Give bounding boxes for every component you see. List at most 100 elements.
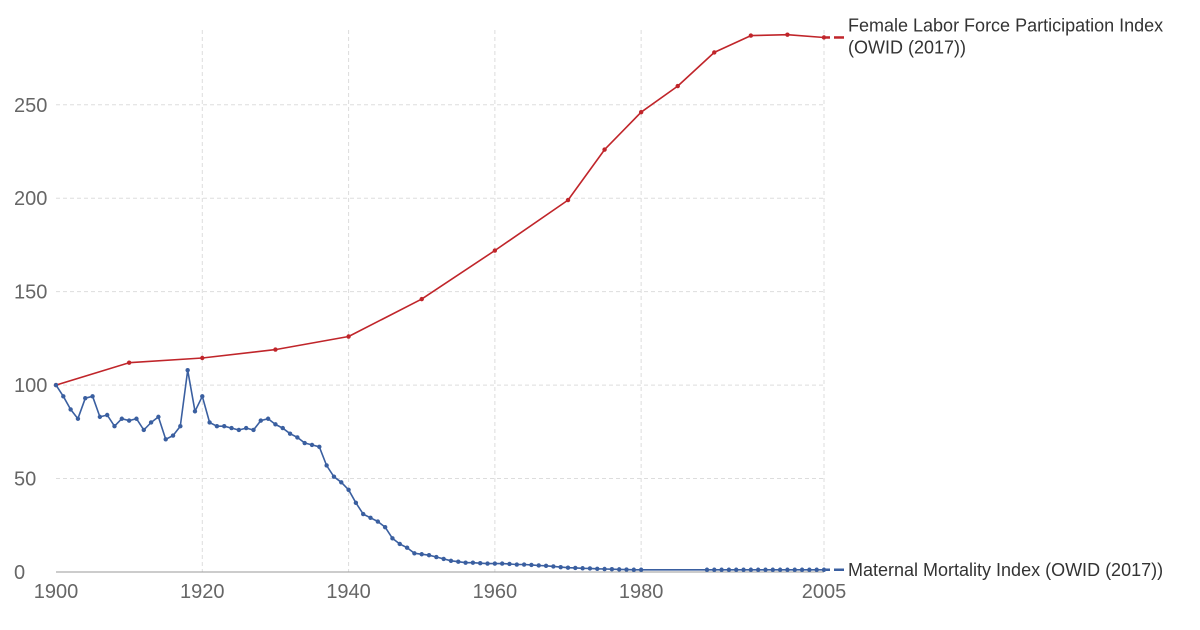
data-point: [397, 541, 402, 547]
data-point: [712, 567, 717, 572]
data-point: [821, 567, 827, 572]
data-point: [719, 567, 724, 572]
data-point: [222, 424, 227, 429]
data-point: [361, 511, 366, 517]
y-tick-label: 200: [14, 188, 47, 210]
data-point: [368, 515, 373, 520]
series-line: [55, 33, 825, 386]
series-line: [55, 369, 824, 571]
data-point: [748, 33, 754, 38]
data-point: [295, 435, 300, 440]
data-point: [273, 422, 278, 427]
data-point: [456, 559, 461, 564]
data-point: [726, 567, 732, 572]
data-point: [617, 567, 622, 572]
data-point: [470, 560, 476, 565]
data-point: [200, 355, 205, 361]
data-point: [492, 248, 498, 253]
data-point: [251, 427, 256, 433]
data-point: [412, 551, 417, 556]
data-point: [192, 409, 198, 414]
data-point: [273, 347, 278, 352]
data-point: [799, 567, 805, 572]
series-label: (OWID (2017)): [848, 37, 966, 57]
data-point: [785, 567, 790, 572]
data-point: [339, 480, 344, 485]
x-tick-label: 1960: [473, 581, 518, 603]
data-point: [404, 545, 410, 550]
x-tick-label: 1920: [180, 581, 225, 603]
data-point: [126, 418, 132, 423]
data-point: [178, 424, 183, 429]
data-point: [105, 412, 110, 418]
series-2: [53, 367, 827, 572]
data-point: [704, 567, 710, 572]
data-point: [229, 425, 234, 431]
data-point: [207, 420, 212, 425]
data-point: [558, 564, 563, 570]
data-point: [638, 567, 644, 572]
data-point: [346, 487, 351, 492]
data-point: [170, 433, 176, 438]
data-point: [638, 110, 644, 115]
data-point: [485, 561, 490, 566]
x-tick-label: 1940: [326, 581, 371, 603]
data-point: [390, 536, 395, 541]
data-point: [807, 567, 812, 572]
data-point: [770, 567, 775, 572]
y-tick-label: 100: [14, 375, 47, 397]
data-point: [499, 561, 505, 566]
data-point: [675, 83, 680, 89]
data-point: [112, 424, 117, 429]
x-tick-label: 2005: [802, 581, 847, 603]
data-point: [309, 442, 315, 448]
data-point: [536, 563, 541, 568]
data-point: [156, 414, 161, 420]
data-point: [602, 147, 607, 152]
data-point: [734, 567, 739, 572]
data-point: [331, 474, 337, 479]
data-point: [551, 564, 556, 569]
data-point: [61, 394, 66, 399]
data-point: [712, 50, 717, 55]
data-point: [741, 567, 746, 572]
data-point: [287, 431, 293, 436]
data-point: [595, 566, 600, 572]
y-tick-label: 250: [14, 95, 47, 117]
data-point: [280, 425, 285, 431]
data-point: [441, 556, 446, 562]
data-point: [243, 425, 249, 431]
series-label: Female Labor Force Participation Index: [848, 15, 1163, 35]
data-point: [507, 561, 512, 567]
data-point: [631, 567, 637, 572]
x-tick-label: 1900: [34, 581, 79, 603]
data-point: [265, 416, 271, 421]
y-tick-label: 50: [14, 469, 36, 491]
data-point: [324, 463, 329, 468]
data-point: [214, 424, 220, 429]
data-point: [763, 567, 768, 572]
data-point: [514, 562, 519, 567]
data-point: [463, 560, 468, 565]
data-point: [777, 567, 783, 572]
x-axis-ticks: 1900 1920 1940 1960 1980 2005: [34, 581, 847, 603]
x-tick-label: 1980: [619, 581, 664, 603]
data-point: [200, 394, 205, 399]
data-point: [448, 558, 454, 563]
grid: [56, 30, 825, 573]
data-point: [163, 437, 168, 442]
data-point: [755, 567, 761, 572]
data-point: [785, 32, 790, 37]
data-point: [382, 524, 388, 530]
data-point: [419, 552, 424, 557]
y-tick-label: 0: [14, 562, 25, 584]
data-point: [792, 567, 797, 572]
data-point: [236, 427, 242, 433]
data-point: [148, 420, 154, 425]
data-point: [126, 360, 132, 365]
data-point: [565, 197, 571, 203]
data-point: [478, 561, 483, 566]
data-point: [434, 554, 439, 560]
data-point: [543, 563, 549, 569]
